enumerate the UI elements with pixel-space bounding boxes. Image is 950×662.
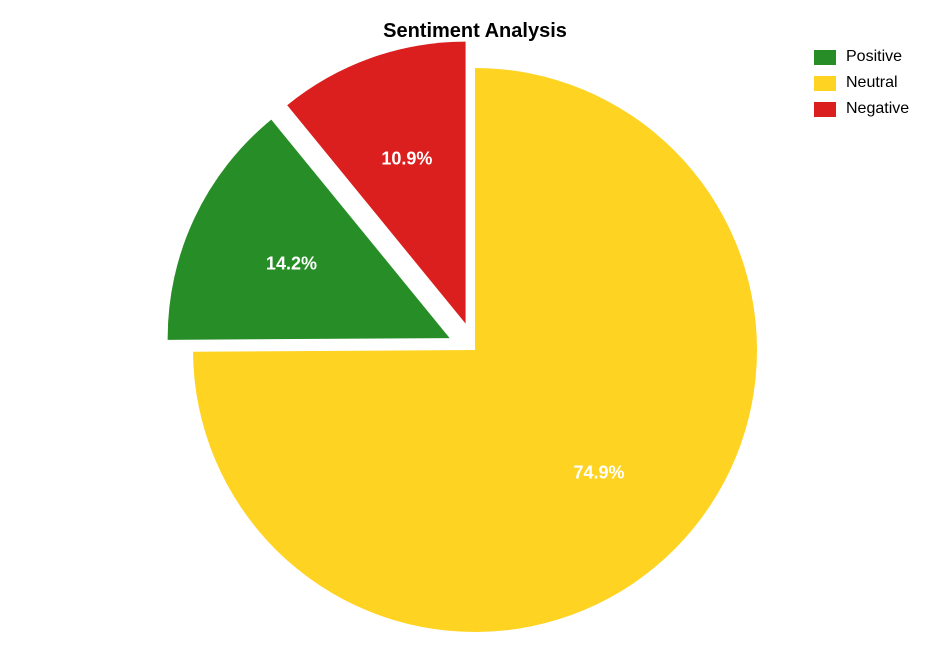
chart-title: Sentiment Analysis xyxy=(0,20,950,43)
legend-label-positive: Positive xyxy=(846,48,902,66)
legend-swatch-neutral xyxy=(814,76,836,91)
legend-item-neutral: Neutral xyxy=(814,74,909,92)
legend-item-positive: Positive xyxy=(814,48,909,66)
legend-label-neutral: Neutral xyxy=(846,74,898,92)
slice-label-neutral: 74.9% xyxy=(573,463,624,484)
legend-swatch-positive xyxy=(814,50,836,65)
slice-label-positive: 14.2% xyxy=(266,253,317,274)
slice-label-negative: 10.9% xyxy=(381,148,432,169)
pie-chart xyxy=(0,0,950,662)
legend: Positive Neutral Negative xyxy=(814,48,909,126)
legend-label-negative: Negative xyxy=(846,100,909,118)
chart-stage: Sentiment Analysis Positive Neutral Negati… xyxy=(0,0,950,662)
legend-item-negative: Negative xyxy=(814,100,909,118)
legend-swatch-negative xyxy=(814,102,836,117)
